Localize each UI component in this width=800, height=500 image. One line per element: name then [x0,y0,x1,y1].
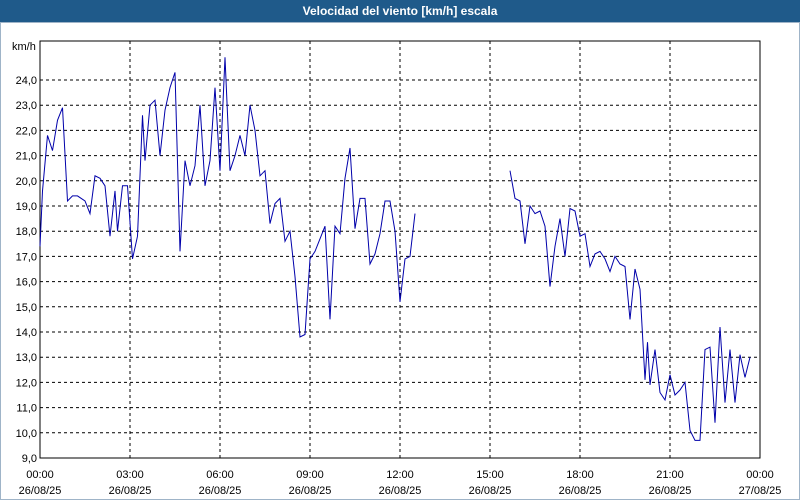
y-tick-label: 24,0 [16,75,37,87]
chart-title: Velocidad del viento [km/h] escala [0,0,800,22]
y-tick-label: 9,0 [22,453,37,465]
y-axis-label: km/h [12,41,36,53]
x-tick-time: 12:00 [386,469,414,481]
y-tick-label: 18,0 [16,226,37,238]
y-tick-label: 21,0 [16,151,37,163]
y-tick-label: 14,0 [16,327,37,339]
x-tick-date: 26/08/25 [199,485,242,497]
y-tick-label: 19,0 [16,201,37,213]
series-line [39,57,416,338]
y-tick-label: 20,0 [16,176,37,188]
plot-area [39,40,761,459]
x-tick-time: 06:00 [206,469,234,481]
x-tick-time: 00:00 [746,469,774,481]
y-tick-label: 11,0 [16,403,37,415]
y-tick-label: 13,0 [16,352,37,364]
x-tick-date: 26/08/25 [289,485,332,497]
x-tick-date: 26/08/25 [379,485,422,497]
y-tick-label: 23,0 [16,100,37,112]
x-tick-date: 26/08/25 [109,485,152,497]
x-tick-date: 27/08/25 [739,485,782,497]
x-tick-time: 03:00 [116,469,144,481]
x-tick-date: 26/08/25 [19,485,62,497]
x-tick-time: 21:00 [656,469,684,481]
y-tick-label: 17,0 [16,251,37,263]
series-lines [39,57,751,441]
y-tick-label: 12,0 [16,377,37,389]
x-tick-date: 26/08/25 [469,485,512,497]
y-tick-label: 16,0 [16,277,37,289]
x-tick-date: 26/08/25 [559,485,602,497]
series-line [509,170,751,441]
x-tick-time: 00:00 [26,469,54,481]
x-tick-time: 15:00 [476,469,504,481]
x-tick-date: 26/08/25 [649,485,692,497]
y-tick-label: 15,0 [16,302,37,314]
grid-lines [40,41,760,458]
y-tick-label: 10,0 [16,428,37,440]
y-tick-label: 22,0 [16,125,37,137]
y-tick-labels: 9,0 10,0 11,0 12,0 13,0 14,0 15,0 16,0 17,0 18,0 1… [16,75,37,465]
x-tick-time: 18:00 [566,469,594,481]
x-tick-labels: 00:00 26/08/25 03:00 26/08/25 06:00 26/08/25 0… [19,469,782,497]
x-tick-time: 09:00 [296,469,324,481]
